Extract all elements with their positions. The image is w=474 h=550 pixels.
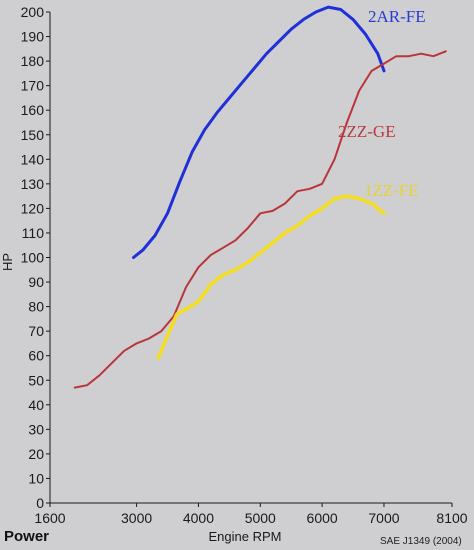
labels-layer: 2AR-FE 2ZZ-GE 1ZZ-FE [338,7,426,200]
y-tick-label: 170 [21,78,45,94]
y-tick-label: 130 [21,176,45,192]
y-axis-title: HP [0,253,15,271]
y-tick-label: 30 [28,421,44,437]
series-layer [73,5,447,389]
y-tick-label: 70 [28,323,44,339]
y-tick-label: 200 [21,4,45,20]
x-tick-label: 7000 [368,510,399,526]
y-tick-label: 40 [28,397,44,413]
y-tick-label: 10 [28,470,44,486]
y-tick-label: 80 [28,299,44,315]
x-axis-title: Engine RPM [209,529,282,544]
series-label: 2ZZ-GE [338,122,396,141]
y-tick-label: 50 [28,372,44,388]
x-tick-label: 5000 [245,510,276,526]
y-tick-label: 100 [21,250,45,266]
y-tick-label: 140 [21,151,45,167]
y-tick-label: 160 [21,102,45,118]
source-note: SAE J1349 (2004) [380,536,462,547]
y-tick-label: 0 [36,495,44,511]
series-2ar-fe [132,5,386,259]
axes: 0 10 20 30 40 50 60 70 80 90 100 110 120 130 140 150 160… [21,4,468,526]
series-1zz-fe [156,194,386,360]
y-tick-label: 110 [22,225,45,241]
y-tick-label: 120 [21,200,45,216]
y-tick-label: 150 [21,127,45,143]
x-tick-label: 6000 [307,510,338,526]
y-tick-label: 180 [21,53,45,69]
series-label: 1ZZ-FE [364,181,419,200]
y-tick-label: 190 [21,29,45,45]
series-label: 2AR-FE [368,7,426,26]
series-line [73,50,447,389]
x-tick-label: 1600 [34,510,65,526]
series-2zz-ge [73,50,447,389]
y-tick-label: 20 [28,446,44,462]
y-tick-label: 90 [28,274,44,290]
x-tick-label: 3000 [121,510,152,526]
series-line [156,194,386,360]
chart-caption: Power [4,528,49,545]
x-tick-label: 8100 [436,510,467,526]
y-tick-label: 60 [28,348,44,364]
x-tick-label: 4000 [183,510,214,526]
series-line [132,5,386,259]
